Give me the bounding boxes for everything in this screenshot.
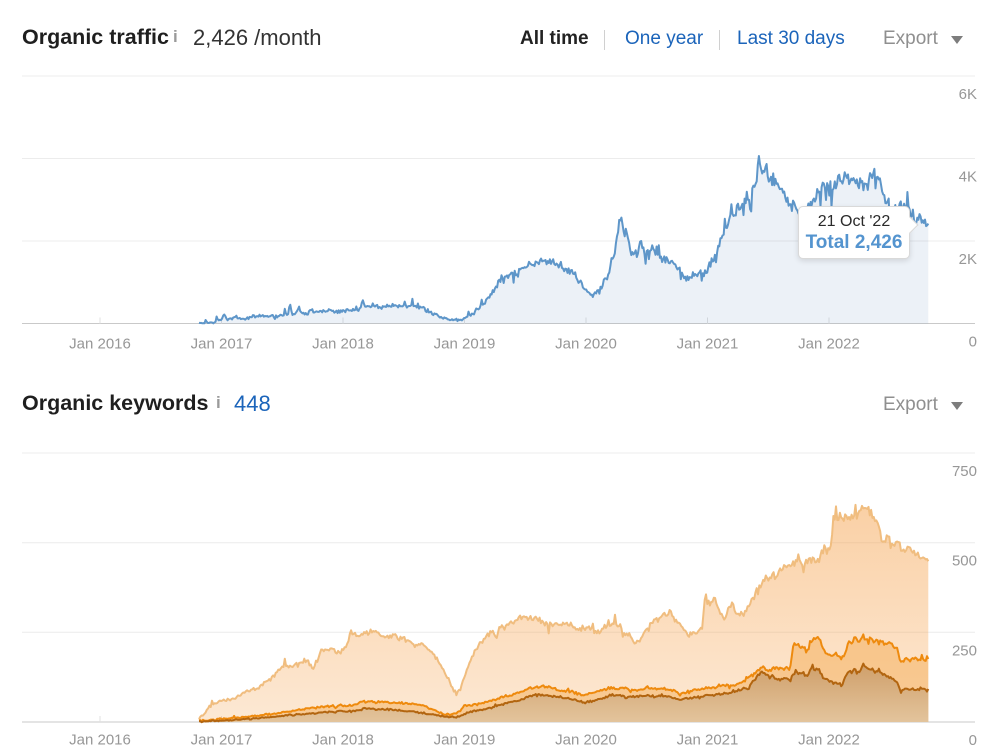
svg-text:Jan 2022: Jan 2022: [798, 732, 860, 749]
svg-text:Jan 2016: Jan 2016: [69, 732, 131, 749]
svg-text:Jan 2018: Jan 2018: [312, 732, 374, 749]
svg-text:Jan 2018: Jan 2018: [312, 336, 374, 353]
svg-text:0: 0: [969, 732, 977, 749]
svg-text:6K: 6K: [959, 86, 977, 103]
svg-text:Jan 2020: Jan 2020: [555, 336, 617, 353]
svg-text:Jan 2021: Jan 2021: [677, 732, 739, 749]
svg-text:Jan 2021: Jan 2021: [677, 336, 739, 353]
svg-text:0: 0: [969, 334, 977, 351]
svg-text:Jan 2020: Jan 2020: [555, 732, 617, 749]
svg-text:4K: 4K: [959, 169, 977, 186]
svg-text:Jan 2019: Jan 2019: [434, 732, 496, 749]
svg-text:Jan 2016: Jan 2016: [69, 336, 131, 353]
svg-text:Jan 2022: Jan 2022: [798, 336, 860, 353]
svg-text:Jan 2017: Jan 2017: [191, 336, 253, 353]
svg-text:250: 250: [952, 642, 977, 659]
svg-text:Jan 2019: Jan 2019: [434, 336, 496, 353]
svg-text:500: 500: [952, 553, 977, 570]
svg-text:Jan 2017: Jan 2017: [191, 732, 253, 749]
svg-text:750: 750: [952, 463, 977, 480]
svg-text:2K: 2K: [959, 251, 977, 268]
